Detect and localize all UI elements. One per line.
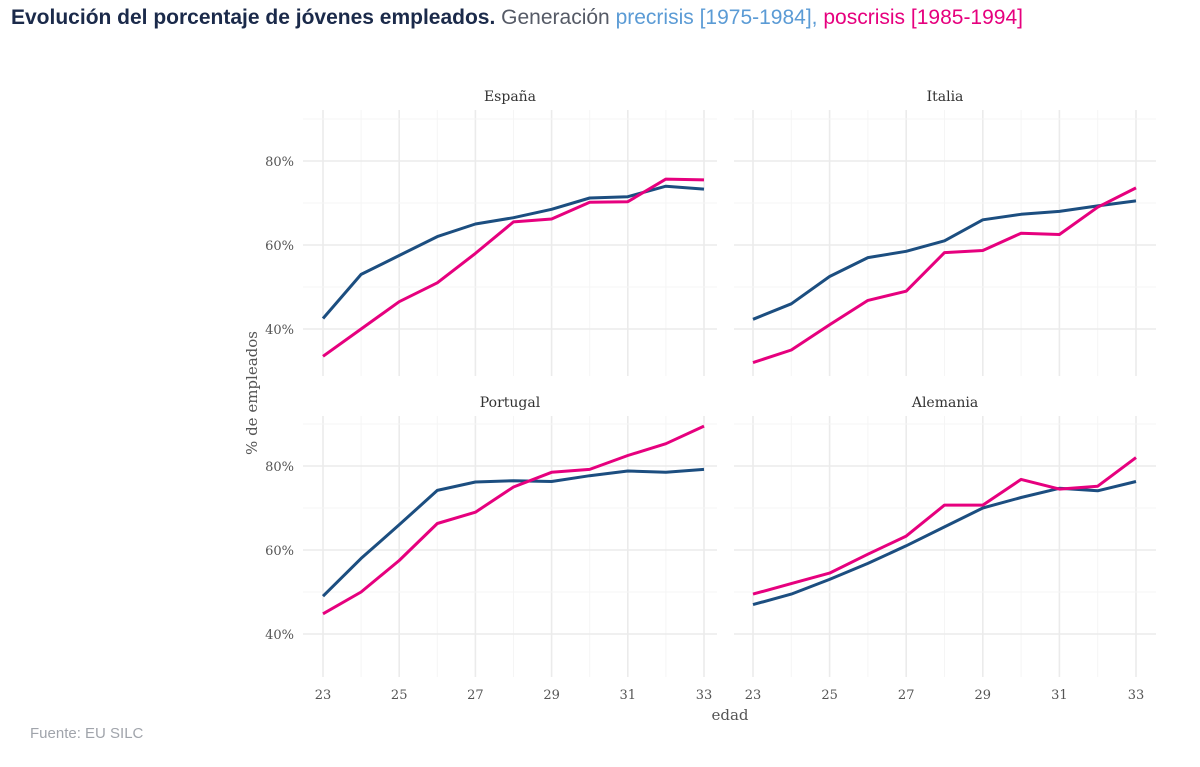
- series-line-poscrisis: [752, 456, 1137, 596]
- y-tick-label: 60%: [265, 544, 294, 559]
- x-tick-label: 33: [696, 688, 713, 703]
- panel-title: España: [484, 89, 536, 105]
- x-tick-label: 27: [898, 688, 915, 703]
- series-line-poscrisis: [322, 424, 705, 616]
- x-tick-label: 31: [620, 688, 637, 703]
- y-tick-label: 40%: [265, 628, 294, 643]
- panel-title: Italia: [927, 89, 964, 105]
- y-tick-label: 80%: [265, 460, 294, 475]
- panel-title: Alemania: [911, 395, 978, 411]
- series-line-precrisis: [321, 467, 705, 598]
- title-precrisis-label: precrisis [1975-1984],: [615, 6, 818, 29]
- x-tick-label: 25: [821, 688, 838, 703]
- series-line-poscrisis: [322, 177, 705, 358]
- x-tick-label: 23: [745, 688, 762, 703]
- x-tick-label: 29: [543, 688, 560, 703]
- title-bold: Evolución del porcentaje de jóvenes empl…: [11, 6, 496, 29]
- title-poscrisis-label: poscrisis [1985-1994]: [823, 6, 1023, 29]
- x-tick-label: 25: [391, 688, 408, 703]
- y-tick-label: 80%: [265, 155, 294, 170]
- y-tick-label: 40%: [265, 323, 294, 338]
- x-tick-label: 23: [315, 688, 332, 703]
- series-line-poscrisis: [752, 186, 1137, 365]
- x-tick-label: 29: [975, 688, 992, 703]
- series-line-precrisis: [752, 199, 1137, 321]
- x-tick-label: 33: [1128, 688, 1145, 703]
- source-note: Fuente: EU SILC: [30, 725, 144, 742]
- x-tick-label: 31: [1051, 688, 1068, 703]
- panel-title: Portugal: [480, 395, 541, 411]
- y-tick-label: 60%: [265, 239, 294, 254]
- x-tick-label: 27: [467, 688, 484, 703]
- title-lead: Generación: [501, 6, 610, 29]
- y-axis-title: % de empleados: [243, 331, 261, 455]
- x-axis-title: edad: [711, 706, 748, 724]
- chart-title: Evolución del porcentaje de jóvenes empl…: [11, 6, 1023, 30]
